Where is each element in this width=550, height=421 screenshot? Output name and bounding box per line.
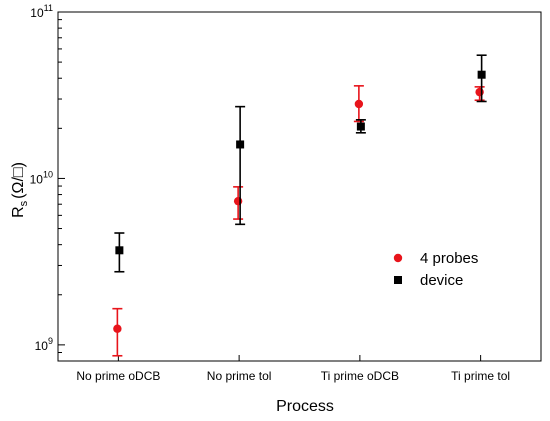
- y-tick-label: 1010: [30, 169, 53, 186]
- x-ticks: [117, 355, 482, 361]
- y-tick-label: 1011: [30, 3, 53, 20]
- data-point-group: [474, 86, 485, 102]
- data-point-circle: [475, 87, 484, 97]
- data-point-square: [477, 70, 486, 79]
- x-tick-label: Ti prime oDCB: [321, 369, 399, 383]
- data-point-group: [112, 307, 123, 357]
- x-tick-label: Ti prime tol: [451, 369, 510, 383]
- data-point-group: [233, 186, 244, 220]
- data-point-square: [236, 140, 245, 149]
- legend-label: 4 probes: [420, 250, 478, 267]
- data-points: [112, 54, 487, 357]
- y-tick-labels: 109 1010 1011: [30, 3, 53, 353]
- x-tick-label: No prime tol: [207, 369, 272, 383]
- data-point-square: [115, 246, 124, 255]
- y-ticks: [58, 11, 65, 362]
- data-point-group: [355, 119, 366, 134]
- data-point-circle: [113, 324, 122, 333]
- x-axis-label: Process: [276, 398, 334, 415]
- data-point-group: [114, 232, 125, 273]
- data-point-square: [356, 122, 365, 131]
- legend: 4 probes device: [393, 250, 478, 289]
- legend-label: device: [420, 272, 463, 289]
- data-point-circle: [233, 196, 243, 206]
- y-axis-label: Rs(Ω/□): [10, 162, 30, 218]
- data-point-group: [235, 105, 246, 226]
- y-tick-label: 109: [35, 336, 53, 353]
- x-tick-labels: No prime oDCB No prime tol Ti prime oDCB Ti…: [76, 369, 510, 383]
- legend-marker-square: [394, 276, 402, 284]
- legend-marker-circle: [393, 253, 403, 263]
- x-tick-label: No prime oDCB: [76, 369, 160, 383]
- plot-frame: [57, 11, 542, 362]
- data-point-circle: [354, 99, 364, 109]
- legend-item: device: [394, 272, 463, 289]
- data-point-group: [353, 85, 364, 123]
- legend-item: 4 probes: [393, 250, 478, 267]
- data-point-group: [476, 54, 487, 103]
